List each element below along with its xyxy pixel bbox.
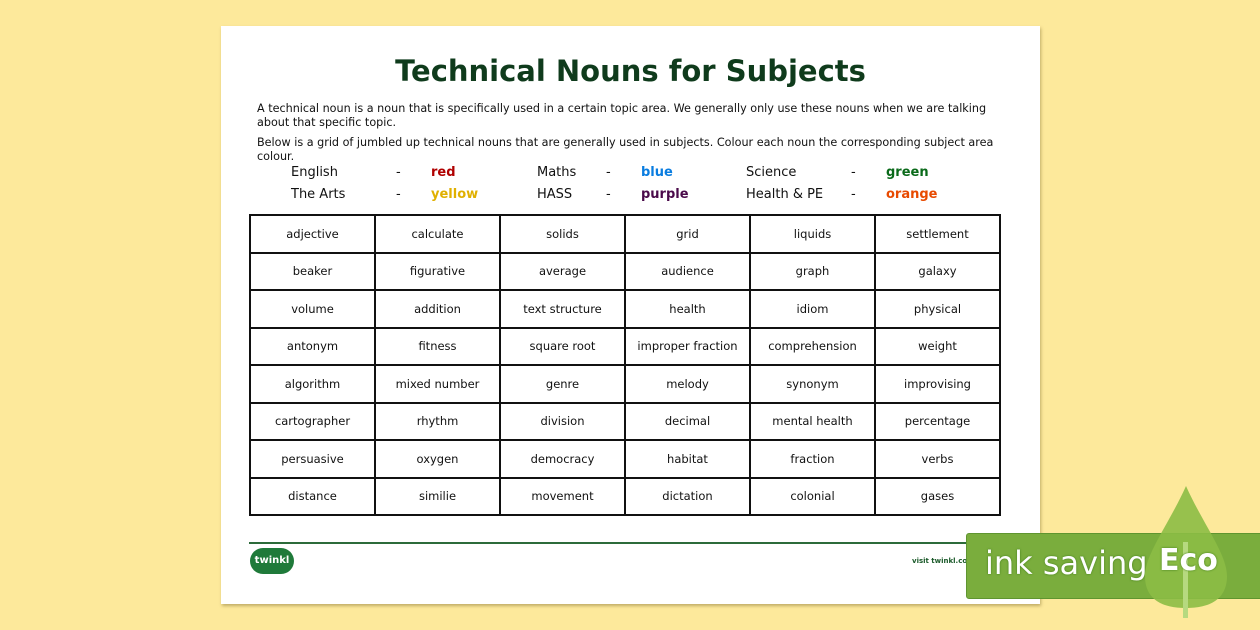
noun-cell: antonym bbox=[249, 326, 376, 366]
noun-cell: division bbox=[499, 401, 626, 441]
noun-cell: habitat bbox=[624, 439, 751, 479]
noun-cell: percentage bbox=[874, 401, 1001, 441]
noun-cell: fitness bbox=[374, 326, 501, 366]
grid-row: persuasive oxygen democracy habitat fraction… bbox=[249, 439, 1001, 479]
eco-label: Eco bbox=[1159, 543, 1218, 578]
noun-cell: improper fraction bbox=[624, 326, 751, 366]
noun-cell: physical bbox=[874, 289, 1001, 329]
legend-subject: The Arts bbox=[291, 187, 346, 202]
grid-row: antonym fitness square root improper fracti… bbox=[249, 326, 1001, 366]
noun-cell: galaxy bbox=[874, 251, 1001, 291]
noun-cell: idiom bbox=[749, 289, 876, 329]
instruction-text: Below is a grid of jumbled up technical … bbox=[257, 136, 994, 163]
noun-cell: improvising bbox=[874, 364, 1001, 404]
legend-dash: - bbox=[606, 187, 611, 202]
noun-cell: figurative bbox=[374, 251, 501, 291]
noun-cell: weight bbox=[874, 326, 1001, 366]
legend-dash: - bbox=[396, 187, 401, 202]
noun-grid: adjective calculate solids grid liquids settl… bbox=[249, 214, 1001, 516]
grid-row: beaker figurative average audience graph gala… bbox=[249, 251, 1001, 291]
leaf-icon bbox=[1145, 486, 1227, 618]
noun-cell: colonial bbox=[749, 476, 876, 516]
twinkl-logo: twinkl bbox=[250, 548, 294, 574]
grid-row: algorithm mixed number genre melody synonym i… bbox=[249, 364, 1001, 404]
noun-cell: addition bbox=[374, 289, 501, 329]
legend-subject: Science bbox=[746, 165, 797, 180]
noun-cell: mental health bbox=[749, 401, 876, 441]
noun-cell: grid bbox=[624, 214, 751, 254]
page-title: Technical Nouns for Subjects bbox=[395, 54, 866, 88]
grid-row: volume addition text structure health idiom p… bbox=[249, 289, 1001, 329]
legend-colour: purple bbox=[641, 187, 689, 202]
noun-cell: persuasive bbox=[249, 439, 376, 479]
footer-divider bbox=[249, 542, 1012, 544]
noun-cell: beaker bbox=[249, 251, 376, 291]
noun-cell: fraction bbox=[749, 439, 876, 479]
noun-cell: cartographer bbox=[249, 401, 376, 441]
legend-subject: HASS bbox=[537, 187, 573, 202]
noun-cell: distance bbox=[249, 476, 376, 516]
legend-colour: green bbox=[886, 165, 929, 180]
noun-cell: gases bbox=[874, 476, 1001, 516]
noun-cell: democracy bbox=[499, 439, 626, 479]
noun-cell: decimal bbox=[624, 401, 751, 441]
noun-cell: mixed number bbox=[374, 364, 501, 404]
noun-cell: algorithm bbox=[249, 364, 376, 404]
noun-cell: movement bbox=[499, 476, 626, 516]
noun-cell: comprehension bbox=[749, 326, 876, 366]
legend-subject: English bbox=[291, 165, 338, 180]
noun-cell: oxygen bbox=[374, 439, 501, 479]
legend-subject: Health & PE bbox=[746, 187, 824, 202]
noun-cell: dictation bbox=[624, 476, 751, 516]
noun-cell: genre bbox=[499, 364, 626, 404]
noun-cell: graph bbox=[749, 251, 876, 291]
worksheet-page: Technical Nouns for Subjects A technical… bbox=[221, 26, 1040, 604]
noun-cell: square root bbox=[499, 326, 626, 366]
noun-cell: settlement bbox=[874, 214, 1001, 254]
noun-cell: similie bbox=[374, 476, 501, 516]
noun-cell: calculate bbox=[374, 214, 501, 254]
noun-cell: liquids bbox=[749, 214, 876, 254]
legend-colour: blue bbox=[641, 165, 673, 180]
noun-cell: solids bbox=[499, 214, 626, 254]
legend-colour: orange bbox=[886, 187, 938, 202]
noun-cell: health bbox=[624, 289, 751, 329]
legend-dash: - bbox=[851, 165, 856, 180]
legend-colour: red bbox=[431, 165, 456, 180]
noun-cell: text structure bbox=[499, 289, 626, 329]
noun-cell: audience bbox=[624, 251, 751, 291]
legend-colour: yellow bbox=[431, 187, 479, 202]
intro-text: A technical noun is a noun that is speci… bbox=[257, 102, 987, 129]
grid-row: distance similie movement dictation colonial… bbox=[249, 476, 1001, 516]
legend-dash: - bbox=[851, 187, 856, 202]
noun-cell: adjective bbox=[249, 214, 376, 254]
noun-cell: rhythm bbox=[374, 401, 501, 441]
ink-saving-label: ink saving bbox=[985, 544, 1148, 582]
grid-row: cartographer rhythm division decimal mental … bbox=[249, 401, 1001, 441]
grid-row: adjective calculate solids grid liquids settl… bbox=[249, 214, 1001, 254]
noun-cell: verbs bbox=[874, 439, 1001, 479]
noun-cell: volume bbox=[249, 289, 376, 329]
legend-subject: Maths bbox=[537, 165, 577, 180]
legend-dash: - bbox=[606, 165, 611, 180]
visit-link[interactable]: visit twinkl.com bbox=[912, 557, 975, 565]
noun-cell: average bbox=[499, 251, 626, 291]
legend-dash: - bbox=[396, 165, 401, 180]
noun-cell: synonym bbox=[749, 364, 876, 404]
noun-cell: melody bbox=[624, 364, 751, 404]
